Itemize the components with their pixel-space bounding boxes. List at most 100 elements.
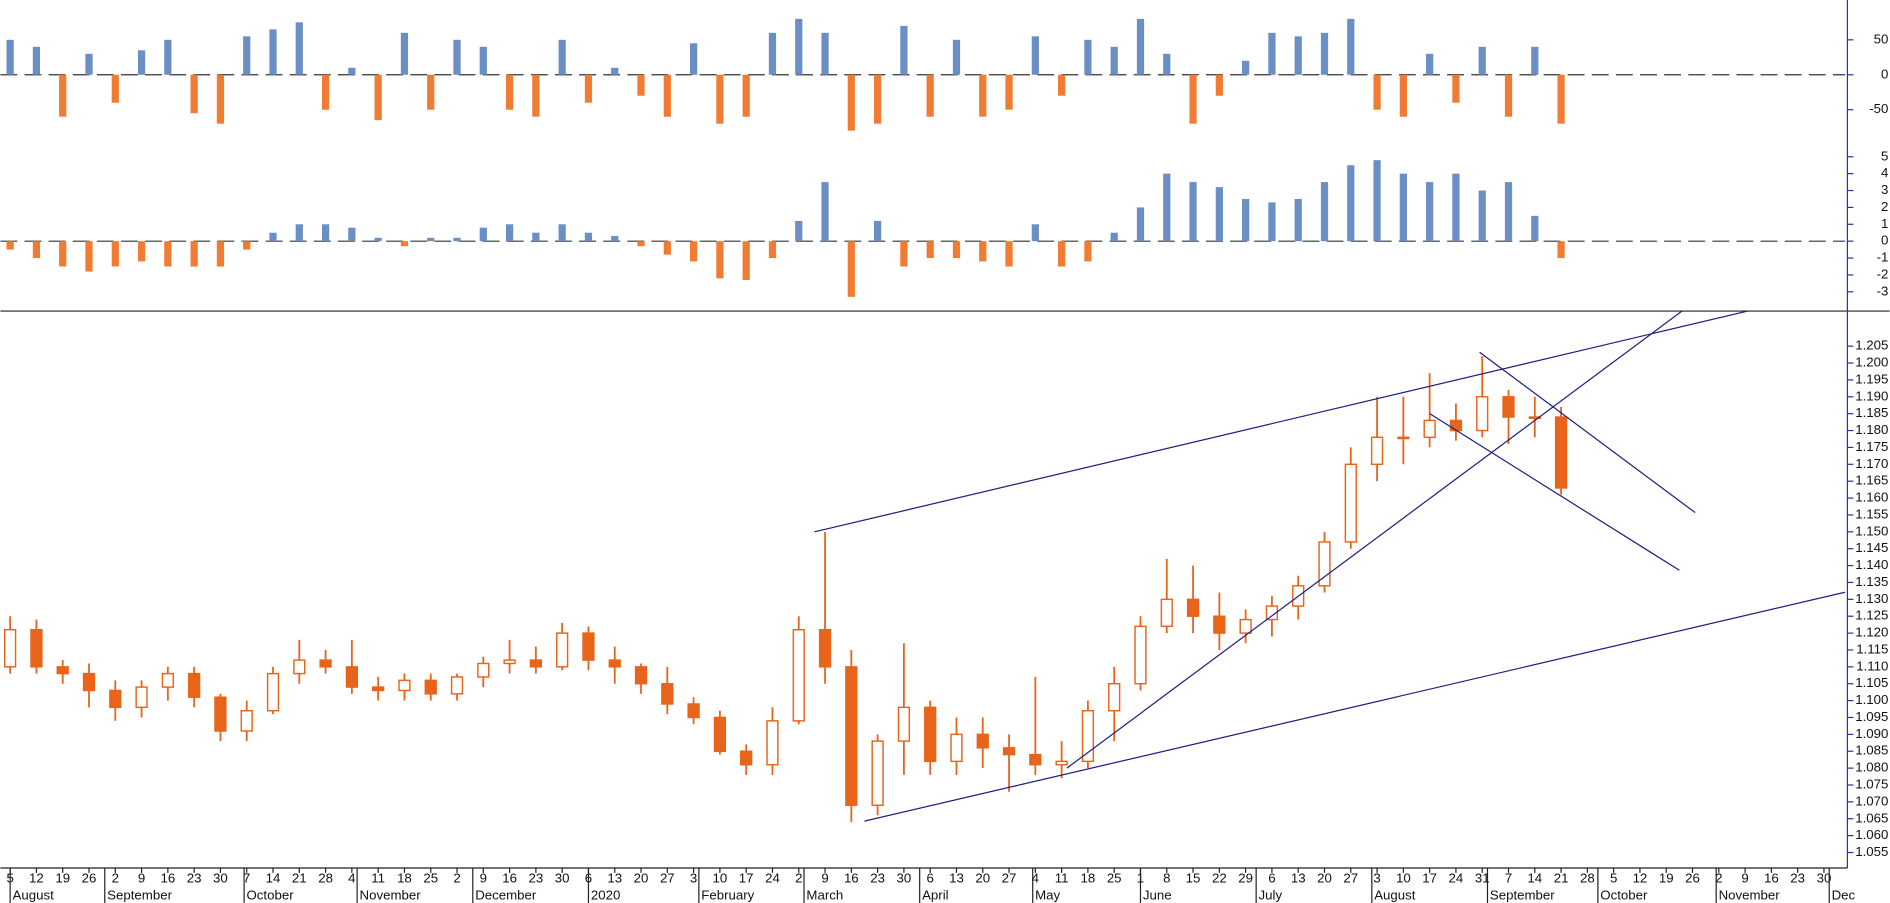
histogram-bar: [1136, 18, 1145, 75]
x-tick-label: 14: [266, 870, 281, 885]
x-tick-label: 13: [1291, 870, 1306, 885]
histogram-bar: [1426, 53, 1434, 75]
histogram-bar: [742, 241, 750, 280]
y-tick-label: 1.145: [1855, 540, 1888, 555]
histogram-bar: [926, 241, 934, 259]
candle-body: [82, 672, 96, 692]
y-tick-label: 1.080: [1855, 760, 1888, 775]
histogram-bar: [243, 241, 251, 250]
histogram-bar: [768, 241, 777, 259]
candle-body: [556, 632, 569, 668]
histogram-bar: [663, 74, 671, 117]
trend-line: [1066, 311, 1683, 769]
histogram-bar: [1031, 36, 1039, 75]
x-tick-label: 6: [1268, 870, 1275, 885]
month-label: June: [1143, 887, 1172, 902]
x-tick-label: 9: [138, 870, 145, 885]
x-tick-label: 24: [765, 870, 780, 885]
histogram-bar: [716, 241, 724, 279]
histogram-bar: [926, 74, 934, 117]
histogram-bar: [400, 32, 409, 75]
candle-body: [740, 750, 753, 766]
y-tick-label: 0: [1881, 66, 1888, 81]
candle-body: [3, 628, 17, 668]
x-tick-label: 3: [1373, 870, 1380, 885]
histogram-bar: [1452, 173, 1460, 242]
y-tick-label: 1.175: [1855, 439, 1888, 454]
x-tick-label: 23: [870, 870, 885, 885]
histogram-bar: [32, 241, 41, 259]
candle-body: [1160, 598, 1173, 628]
x-tick-label: 23: [1790, 870, 1805, 885]
histogram-bar: [269, 232, 277, 242]
histogram-bar: [979, 241, 987, 262]
candle-body: [1449, 419, 1463, 432]
x-tick-label: 24: [1449, 870, 1464, 885]
histogram-bar: [558, 39, 566, 75]
x-tick-label: 18: [1081, 870, 1096, 885]
histogram-bar: [1163, 53, 1171, 75]
month-label: December: [475, 887, 537, 902]
x-tick-label: 9: [821, 870, 828, 885]
histogram-bar: [6, 39, 14, 75]
candle-body: [293, 659, 306, 675]
candle-body: [398, 679, 411, 692]
candle-body: [345, 666, 359, 688]
histogram-bar: [190, 74, 198, 114]
histogram-bar: [32, 46, 41, 75]
histogram-bar: [59, 241, 67, 267]
candle-body: [1265, 605, 1279, 621]
histogram-bar: [137, 50, 146, 75]
histogram-bar: [269, 29, 277, 75]
candle-body: [608, 659, 621, 668]
candle-body: [266, 672, 280, 712]
histogram-bar: [663, 241, 671, 255]
histogram-bar: [742, 74, 750, 117]
histogram-bar: [1347, 165, 1355, 242]
histogram-bar: [900, 241, 908, 267]
candle-body: [976, 733, 989, 749]
candle-body: [214, 696, 227, 732]
trend-line: [814, 311, 1748, 533]
x-tick-label: 18: [397, 870, 412, 885]
x-tick-label: 13: [949, 870, 964, 885]
histogram-bar: [873, 220, 882, 242]
x-tick-label: 8: [1163, 870, 1170, 885]
histogram-bar: [1005, 74, 1013, 110]
histogram-bar: [164, 241, 172, 267]
y-tick-label: -3: [1877, 283, 1889, 298]
histogram-bar: [689, 241, 698, 262]
histogram-bar: [137, 241, 146, 262]
x-tick-label: 20: [634, 870, 649, 885]
histogram-bar: [479, 46, 487, 75]
candle-body: [1029, 753, 1042, 766]
candle-body: [372, 686, 385, 692]
y-tick-label: 1.160: [1855, 490, 1888, 505]
candle-body: [845, 666, 858, 806]
x-tick-label: 2: [453, 870, 460, 885]
candle-body: [1002, 747, 1016, 756]
histogram-bar: [1347, 18, 1355, 75]
histogram-bar: [453, 39, 461, 75]
candle-body: [135, 686, 148, 709]
histogram-bar: [584, 232, 593, 242]
x-tick-label: 27: [1002, 870, 1017, 885]
x-tick-label: 27: [660, 870, 675, 885]
y-tick-label: 1.065: [1855, 810, 1888, 825]
histogram-bar: [85, 53, 93, 75]
histogram-bar: [979, 74, 987, 117]
x-tick-label: 2: [112, 870, 119, 885]
histogram-bar: [1268, 32, 1276, 75]
histogram-bar: [1110, 46, 1118, 75]
x-tick-label: 16: [502, 870, 517, 885]
candle-body: [1055, 760, 1068, 766]
month-label: 2020: [591, 887, 620, 902]
month-label: July: [1259, 887, 1283, 902]
histogram-bar: [374, 74, 382, 121]
candle-body: [897, 706, 911, 742]
candle-body: [1476, 396, 1489, 432]
y-tick-label: 1.205: [1855, 338, 1888, 353]
candle-body: [187, 672, 201, 698]
x-tick-label: 4: [348, 870, 355, 885]
